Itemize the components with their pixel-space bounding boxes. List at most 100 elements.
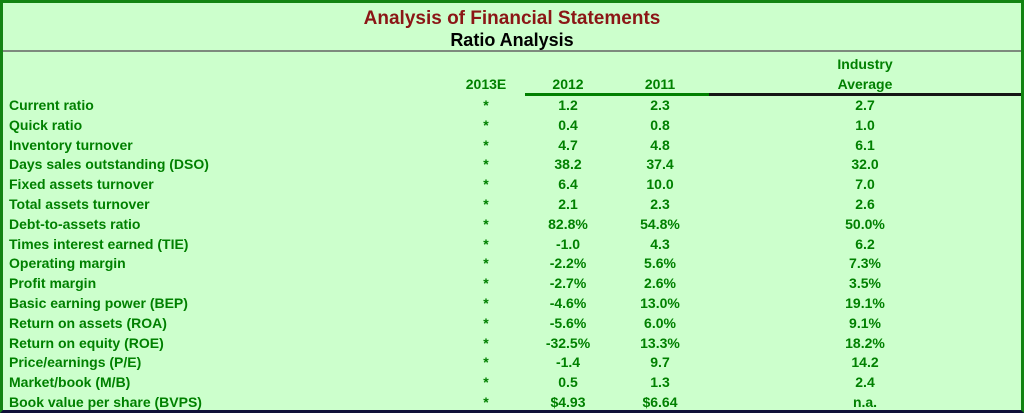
cell-2012[interactable]: -4.6% <box>549 294 587 311</box>
cell-2013e[interactable]: * <box>483 97 489 113</box>
column-header-row-2: 2013E 2012 2011 Average <box>3 75 1021 96</box>
column-header-2012: 2012 <box>525 75 611 96</box>
cell-2012[interactable]: 82.8% <box>548 215 588 232</box>
cell-2012[interactable]: 1.2 <box>558 97 578 113</box>
cell-2012[interactable]: -2.7% <box>549 275 587 292</box>
cell-2011[interactable]: 37.4 <box>646 156 674 173</box>
cell-2013e[interactable]: * <box>483 294 489 311</box>
cell-2012[interactable]: 6.4 <box>558 176 578 193</box>
table-row: Price/earnings (P/E) * -1.4 9.7 14.2 <box>3 353 1021 373</box>
row-label[interactable]: Price/earnings (P/E) <box>9 354 142 371</box>
cell-2011[interactable]: 2.6% <box>644 275 676 292</box>
cell-industry-average[interactable]: 2.4 <box>855 374 875 391</box>
cell-2012[interactable]: $4.93 <box>550 393 586 410</box>
cell-industry-average[interactable]: 14.2 <box>851 354 879 371</box>
cell-2013e[interactable]: * <box>483 354 489 371</box>
cell-2011[interactable]: 2.3 <box>650 195 670 212</box>
cell-2012[interactable]: 0.5 <box>558 374 578 391</box>
title-block: Analysis of Financial Statements Ratio A… <box>3 3 1021 50</box>
cell-2012[interactable]: 2.1 <box>558 195 578 212</box>
cell-2011[interactable]: 10.0 <box>646 176 674 193</box>
cell-industry-average[interactable]: 6.2 <box>855 235 875 252</box>
cell-industry-average[interactable]: 6.1 <box>855 136 875 153</box>
row-label[interactable]: Operating margin <box>9 255 126 272</box>
page-subtitle: Ratio Analysis <box>450 30 574 50</box>
cell-2013e[interactable]: * <box>483 334 489 351</box>
cell-2011[interactable]: 13.3% <box>640 334 680 351</box>
table-row: Quick ratio * 0.4 0.8 1.0 <box>3 116 1021 136</box>
cell-2011[interactable]: 4.3 <box>650 235 670 252</box>
cell-2013e[interactable]: * <box>483 374 489 391</box>
cell-2012[interactable]: -1.4 <box>555 354 581 371</box>
cell-2013e[interactable]: * <box>483 195 489 212</box>
cell-2012[interactable]: -2.2% <box>549 255 587 272</box>
cell-2012[interactable]: 38.2 <box>554 156 582 173</box>
cell-2012[interactable]: -1.0 <box>555 235 581 252</box>
cell-industry-average[interactable]: 2.7 <box>855 97 875 113</box>
table-row: Debt-to-assets ratio * 82.8% 54.8% 50.0% <box>3 215 1021 235</box>
cell-2012[interactable]: 4.7 <box>558 136 578 153</box>
cell-2013e[interactable]: * <box>483 215 489 232</box>
row-label[interactable]: Days sales outstanding (DSO) <box>9 156 209 173</box>
table-row: Fixed assets turnover * 6.4 10.0 7.0 <box>3 175 1021 195</box>
cell-2013e[interactable]: * <box>483 255 489 272</box>
row-label[interactable]: Current ratio <box>9 97 94 113</box>
spacer-cell <box>447 55 525 75</box>
table-row: Market/book (M/B) * 0.5 1.3 2.4 <box>3 373 1021 393</box>
row-label[interactable]: Times interest earned (TIE) <box>9 235 189 252</box>
cell-industry-average[interactable]: 18.2% <box>845 334 885 351</box>
cell-industry-average[interactable]: 32.0 <box>851 156 879 173</box>
row-label[interactable]: Market/book (M/B) <box>9 374 131 391</box>
cell-2011[interactable]: 0.8 <box>650 116 670 133</box>
cell-2011[interactable]: 13.0% <box>640 294 680 311</box>
cell-2011[interactable]: 9.7 <box>650 354 670 371</box>
spacer-cell <box>611 55 709 75</box>
row-label[interactable]: Total assets turnover <box>9 195 150 212</box>
cell-industry-average[interactable]: n.a. <box>852 393 878 410</box>
table-row: Return on assets (ROA) * -5.6% 6.0% 9.1% <box>3 314 1021 334</box>
row-label[interactable]: Return on assets (ROA) <box>9 314 167 331</box>
cell-2013e[interactable]: * <box>483 235 489 252</box>
row-label[interactable]: Debt-to-assets ratio <box>9 215 141 232</box>
table-rows: Current ratio * 1.2 2.3 2.7 Quick ratio * 0.4 0.… <box>3 96 1021 410</box>
cell-industry-average[interactable]: 3.5% <box>849 275 881 292</box>
cell-industry-average[interactable]: 7.3% <box>849 255 881 272</box>
cell-2011[interactable]: 4.8 <box>650 136 670 153</box>
row-label[interactable]: Profit margin <box>9 275 97 292</box>
cell-2013e[interactable]: * <box>483 156 489 173</box>
table-row: Total assets turnover * 2.1 2.3 2.6 <box>3 195 1021 215</box>
table-row: Days sales outstanding (DSO) * 38.2 37.4 32.… <box>3 155 1021 175</box>
cell-2013e[interactable]: * <box>483 393 489 410</box>
cell-industry-average[interactable]: 2.6 <box>855 195 875 212</box>
cell-industry-average[interactable]: 1.0 <box>855 116 875 133</box>
cell-2011[interactable]: 2.3 <box>650 97 670 113</box>
cell-2011[interactable]: 54.8% <box>640 215 680 232</box>
cell-2013e[interactable]: * <box>483 136 489 153</box>
row-label[interactable]: Basic earning power (BEP) <box>9 294 188 311</box>
cell-2011[interactable]: 1.3 <box>650 374 670 391</box>
cell-2012[interactable]: -32.5% <box>545 334 591 351</box>
cell-2013e[interactable]: * <box>483 314 489 331</box>
cell-industry-average[interactable]: 7.0 <box>855 176 875 193</box>
cell-2012[interactable]: 0.4 <box>558 116 578 133</box>
row-label[interactable]: Book value per share (BVPS) <box>9 393 202 410</box>
cell-2012[interactable]: -5.6% <box>549 314 587 331</box>
row-label[interactable]: Return on equity (ROE) <box>9 334 164 351</box>
row-label[interactable]: Fixed assets turnover <box>9 176 154 193</box>
row-label[interactable]: Inventory turnover <box>9 136 133 153</box>
cell-industry-average[interactable]: 50.0% <box>845 215 885 232</box>
cell-2013e[interactable]: * <box>483 275 489 292</box>
cell-2013e[interactable]: * <box>483 176 489 193</box>
column-header-industry-line2: Average <box>709 75 1021 96</box>
cell-2013e[interactable]: * <box>483 116 489 133</box>
cell-industry-average[interactable]: 9.1% <box>849 314 881 331</box>
table-row: Return on equity (ROE) * -32.5% 13.3% 18.2% <box>3 334 1021 354</box>
column-header-industry-line1: Industry <box>837 56 893 72</box>
cell-industry-average[interactable]: 19.1% <box>845 294 885 311</box>
cell-2011[interactable]: 6.0% <box>644 314 676 331</box>
row-label[interactable]: Quick ratio <box>9 116 83 133</box>
cell-2011[interactable]: 5.6% <box>644 255 676 272</box>
cell-2011[interactable]: $6.64 <box>642 393 678 410</box>
spacer-cell <box>3 55 447 75</box>
